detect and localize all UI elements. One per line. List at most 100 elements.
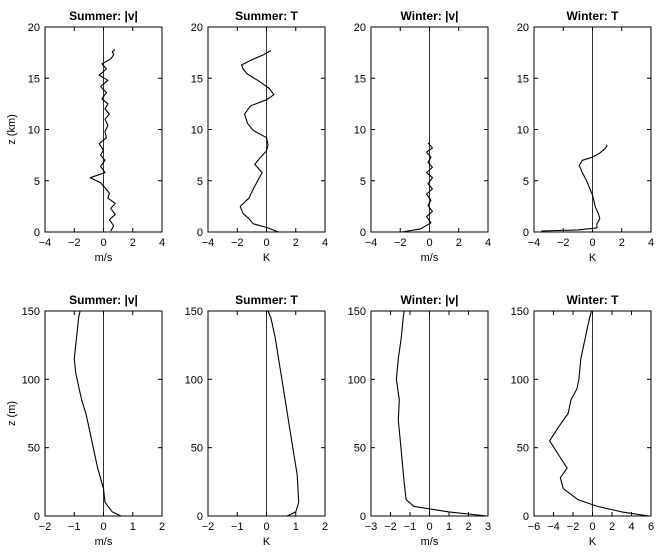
x-tick-label: 2 [456, 237, 462, 249]
panel-7: Winter: |v| −3 −2 −1 0 1 2 3 0 50 100 150 m/s [348, 293, 491, 548]
series-line [89, 49, 116, 232]
x-tick-label: 4 [159, 237, 165, 249]
y-tick-label: 100 [348, 374, 366, 386]
x-tick-label: −4 [39, 237, 52, 249]
panel-title: Summer: T [235, 293, 298, 307]
x-tick-label: 1 [446, 521, 452, 533]
x-tick-label: 0 [589, 521, 595, 533]
series-line [267, 310, 300, 517]
y-tick-label: 50 [28, 443, 40, 455]
x-tick-label: 1 [293, 521, 299, 533]
x-tick-label: 4 [628, 521, 634, 533]
x-tick-label: −1 [231, 521, 244, 533]
x-tick-label: 2 [609, 521, 615, 533]
x-tick-label: 0 [426, 237, 432, 249]
panel-6: Summer: T −2 −1 0 1 2 0 50 100 150 K [185, 293, 328, 548]
x-tick-label: −3 [365, 521, 378, 533]
panel-title: Winter: T [567, 293, 620, 307]
y-tick-label: 100 [22, 374, 40, 386]
x-tick-label: 2 [130, 237, 136, 249]
series-line [549, 310, 650, 517]
x-axis-label: K [263, 252, 271, 264]
x-tick-label: 2 [159, 521, 165, 533]
y-tick-label: 0 [34, 511, 40, 523]
x-tick-label: −4 [528, 237, 541, 249]
x-tick-label: 3 [485, 521, 491, 533]
x-tick-label: −2 [394, 237, 407, 249]
panel-4: Winter: T −4 −2 0 2 4 0 5 10 15 20 K [517, 9, 654, 264]
y-axis-label: z (km) [6, 114, 18, 145]
x-tick-label: 2 [465, 521, 471, 533]
y-tick-label: 0 [34, 227, 40, 239]
panel-1: Summer: |v| −4 −2 0 2 4 0 5 10 15 20 m/s z (km) [6, 9, 165, 264]
x-tick-label: 0 [589, 237, 595, 249]
y-tick-label: 5 [197, 176, 203, 188]
y-tick-label: 0 [197, 227, 203, 239]
series-line [395, 310, 488, 517]
x-tick-label: 2 [322, 521, 328, 533]
y-tick-label: 15 [28, 73, 40, 85]
x-axis-label: K [589, 252, 597, 264]
x-tick-label: −2 [39, 521, 52, 533]
y-tick-label: 10 [28, 125, 40, 137]
y-tick-label: 0 [360, 227, 366, 239]
x-tick-label: 6 [648, 521, 654, 533]
x-axis-label: m/s [95, 252, 113, 264]
x-tick-label: 1 [130, 521, 136, 533]
x-tick-label: 4 [322, 237, 328, 249]
x-tick-label: −1 [404, 521, 417, 533]
x-tick-label: −4 [365, 237, 378, 249]
y-tick-label: 10 [354, 125, 366, 137]
y-tick-label: 50 [191, 443, 203, 455]
x-tick-label: −2 [567, 521, 580, 533]
panel-3: Winter: |v| −4 −2 0 2 4 0 5 10 15 20 m/s [354, 9, 491, 264]
x-axis-label: K [263, 536, 271, 548]
y-tick-label: 100 [511, 374, 529, 386]
x-axis-label: K [589, 536, 597, 548]
panel-title: Summer: |v| [69, 293, 138, 307]
y-tick-label: 10 [517, 125, 529, 137]
y-tick-label: 15 [517, 73, 529, 85]
y-tick-label: 0 [523, 227, 529, 239]
x-tick-label: −1 [68, 521, 81, 533]
y-tick-label: 100 [185, 374, 203, 386]
y-tick-label: 20 [28, 22, 40, 34]
x-tick-label: −4 [547, 521, 560, 533]
x-tick-label: 0 [100, 521, 106, 533]
x-axis-label: m/s [95, 536, 113, 548]
panel-title: Winter: T [567, 9, 620, 23]
x-axis-label: m/s [421, 252, 439, 264]
y-tick-label: 0 [523, 511, 529, 523]
x-tick-label: −2 [557, 237, 570, 249]
x-tick-label: 2 [293, 237, 299, 249]
panel-8: Winter: T −6 −4 −2 0 2 4 6 0 50 100 150 K [511, 293, 654, 548]
series-line [541, 144, 608, 232]
y-tick-label: 150 [185, 306, 203, 318]
x-tick-label: 0 [426, 521, 432, 533]
x-tick-label: 0 [263, 521, 269, 533]
y-axis-label: z (m) [6, 401, 18, 426]
series-line [239, 50, 279, 233]
panel-title: Winter: |v| [401, 9, 459, 23]
y-tick-label: 150 [511, 306, 529, 318]
panel-2: Summer: T −4 −2 0 2 4 0 5 10 15 20 K [191, 9, 328, 264]
x-tick-label: 4 [648, 237, 654, 249]
y-tick-label: 150 [22, 306, 40, 318]
y-tick-label: 20 [354, 22, 366, 34]
y-tick-label: 20 [517, 22, 529, 34]
y-tick-label: 0 [197, 511, 203, 523]
panel-5: Summer: |v| −2 −1 0 1 2 0 50 100 150 m/s z (m) [6, 293, 165, 548]
x-tick-label: 2 [619, 237, 625, 249]
x-tick-label: 4 [485, 237, 491, 249]
panel-title: Summer: |v| [69, 9, 138, 23]
y-tick-label: 15 [191, 73, 203, 85]
y-tick-label: 10 [191, 125, 203, 137]
y-tick-label: 0 [360, 511, 366, 523]
series-line [73, 310, 122, 517]
y-tick-label: 50 [354, 443, 366, 455]
y-tick-label: 15 [354, 73, 366, 85]
y-tick-label: 150 [348, 306, 366, 318]
x-tick-label: −2 [384, 521, 397, 533]
y-tick-label: 20 [191, 22, 203, 34]
